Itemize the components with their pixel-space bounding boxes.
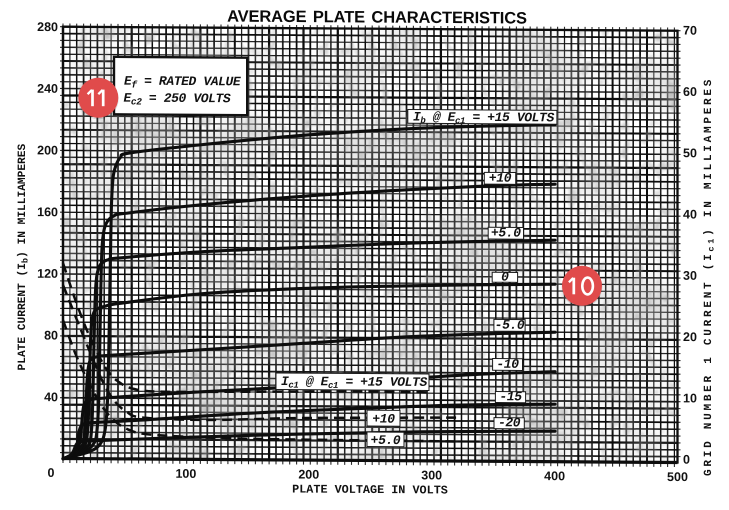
svg-text:+10: +10	[489, 171, 512, 186]
svg-text:-20: -20	[498, 415, 521, 430]
svg-text:240: 240	[37, 82, 58, 96]
svg-text:160: 160	[37, 205, 58, 219]
svg-text:0: 0	[501, 270, 509, 285]
svg-text:400: 400	[544, 469, 565, 483]
svg-text:+10: +10	[372, 412, 395, 427]
svg-text:GRID NUMBER 1 CURRENT (Ic1) IN: GRID NUMBER 1 CURRENT (Ic1) IN MILLIAMPE…	[703, 77, 716, 476]
svg-text:Ib @ Ec1 = +15 VOLTS: Ib @ Ec1 = +15 VOLTS	[413, 109, 554, 126]
svg-text:280: 280	[37, 20, 58, 34]
svg-text:50: 50	[683, 146, 697, 160]
svg-text:300: 300	[421, 468, 442, 482]
svg-text:0: 0	[48, 466, 55, 480]
svg-text:Ec2 = 250 VOLTS: Ec2 = 250 VOLTS	[124, 91, 231, 109]
svg-text:60: 60	[683, 85, 697, 99]
svg-text:-15: -15	[499, 389, 522, 404]
svg-text:500: 500	[667, 470, 688, 484]
svg-text:Ef = RATED VALUE: Ef = RATED VALUE	[124, 74, 242, 92]
svg-text:10: 10	[683, 391, 697, 405]
svg-text:200: 200	[37, 143, 58, 157]
svg-text:40: 40	[44, 390, 58, 404]
svg-text:30: 30	[683, 269, 697, 283]
svg-text:40: 40	[683, 207, 697, 221]
svg-text:AVERAGE PLATE CHARACTERISTICS: AVERAGE PLATE CHARACTERISTICS	[227, 8, 527, 28]
svg-text:-5.0: -5.0	[495, 318, 525, 333]
svg-text:PLATE VOLTAGE IN VOLTS: PLATE VOLTAGE IN VOLTS	[292, 482, 448, 497]
svg-text:80: 80	[44, 328, 58, 342]
svg-text:Ic1 @ Ec1 = +15 VOLTS: Ic1 @ Ec1 = +15 VOLTS	[281, 374, 427, 391]
svg-text:20: 20	[683, 330, 697, 344]
svg-text:70: 70	[683, 24, 697, 38]
svg-text:200: 200	[298, 468, 319, 482]
svg-text:PLATE CURRENT (Ib) IN MILLIAMP: PLATE CURRENT (Ib) IN MILLIAMPERES	[17, 143, 30, 370]
svg-text:-10: -10	[496, 357, 519, 372]
svg-text:+5.0: +5.0	[371, 433, 401, 448]
svg-text:120: 120	[37, 267, 58, 281]
svg-text:100: 100	[175, 467, 196, 481]
svg-text:+5.0: +5.0	[491, 225, 521, 240]
svg-text:0: 0	[683, 453, 690, 467]
